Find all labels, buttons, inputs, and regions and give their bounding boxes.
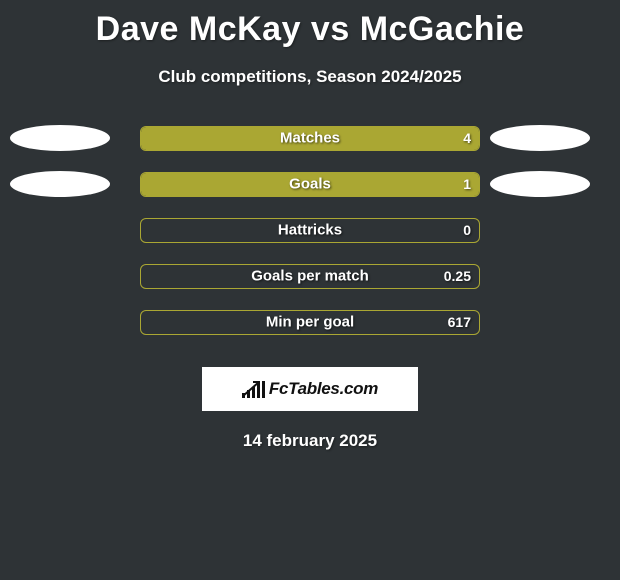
stat-value: 0: [463, 222, 471, 238]
player-left-ellipse-icon: [10, 125, 110, 151]
stat-label: Hattricks: [278, 222, 342, 239]
stat-value: 617: [448, 314, 471, 330]
player-right-ellipse-icon: [490, 171, 590, 197]
stat-bar: Matches 4: [140, 126, 480, 151]
stat-label: Goals per match: [251, 268, 369, 285]
stat-value: 0.25: [444, 268, 471, 284]
stat-row: Goals 1: [0, 161, 620, 207]
stat-bar: Min per goal 617: [140, 310, 480, 335]
stat-bar: Goals per match 0.25: [140, 264, 480, 289]
page-title: Dave McKay vs McGachie: [0, 0, 620, 49]
stats-area: Matches 4 Goals 1 Hattricks 0 Goals per match 0…: [0, 115, 620, 345]
stat-label: Min per goal: [266, 314, 354, 331]
stat-value: 1: [463, 176, 471, 192]
logo-text: FcTables.com: [269, 379, 378, 399]
date-text: 14 february 2025: [0, 431, 620, 451]
stat-label: Goals: [289, 176, 331, 193]
stat-row: Hattricks 0: [0, 207, 620, 253]
logo-chart-icon: [242, 380, 265, 398]
stat-row: Goals per match 0.25: [0, 253, 620, 299]
logo-box: FcTables.com: [202, 367, 418, 411]
subtitle: Club competitions, Season 2024/2025: [0, 67, 620, 87]
stat-row: Matches 4: [0, 115, 620, 161]
stat-label: Matches: [280, 130, 340, 147]
stat-value: 4: [463, 130, 471, 146]
arrow-up-icon: [241, 378, 263, 400]
stat-row: Min per goal 617: [0, 299, 620, 345]
stat-bar: Hattricks 0: [140, 218, 480, 243]
player-right-ellipse-icon: [490, 125, 590, 151]
stat-bar: Goals 1: [140, 172, 480, 197]
fc-tables-logo: FcTables.com: [242, 379, 378, 399]
player-left-ellipse-icon: [10, 171, 110, 197]
